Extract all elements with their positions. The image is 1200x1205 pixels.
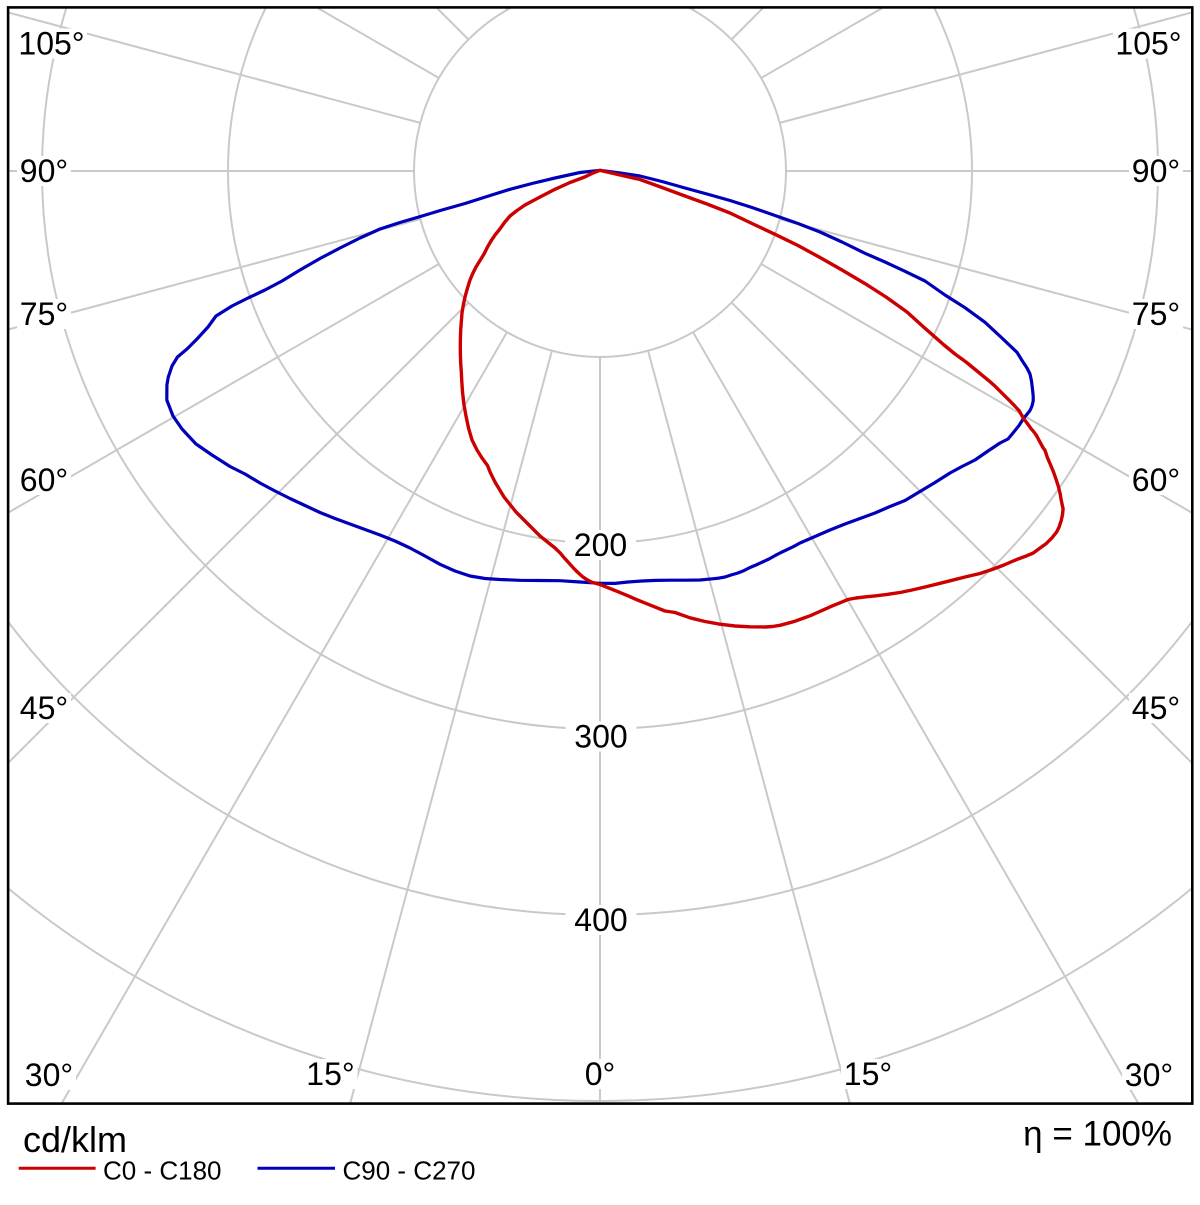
- svg-text:15°: 15°: [306, 1056, 354, 1092]
- svg-text:30°: 30°: [1125, 1057, 1173, 1093]
- svg-text:η = 100%: η = 100%: [1023, 1115, 1172, 1154]
- svg-text:105°: 105°: [1115, 26, 1181, 62]
- svg-text:cd/klm: cd/klm: [23, 1119, 127, 1160]
- svg-text:0°: 0°: [585, 1056, 616, 1092]
- svg-text:300: 300: [574, 719, 627, 755]
- svg-text:45°: 45°: [1132, 690, 1180, 726]
- svg-text:C0 - C180: C0 - C180: [103, 1156, 222, 1186]
- svg-text:45°: 45°: [20, 690, 68, 726]
- svg-text:400: 400: [574, 902, 627, 938]
- svg-text:15°: 15°: [844, 1056, 892, 1092]
- svg-text:C90 - C270: C90 - C270: [343, 1156, 476, 1186]
- svg-text:60°: 60°: [20, 462, 68, 498]
- svg-text:30°: 30°: [25, 1057, 73, 1093]
- svg-text:105°: 105°: [18, 26, 84, 62]
- svg-text:75°: 75°: [1132, 296, 1180, 332]
- svg-text:90°: 90°: [1132, 153, 1180, 189]
- svg-text:90°: 90°: [20, 153, 68, 189]
- svg-text:75°: 75°: [20, 296, 68, 332]
- svg-text:200: 200: [574, 527, 627, 563]
- svg-text:60°: 60°: [1132, 462, 1180, 498]
